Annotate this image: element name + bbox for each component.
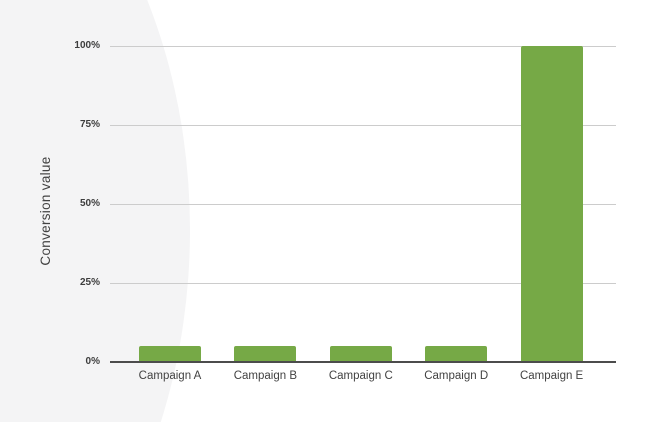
x-label-campaign-d: Campaign D: [424, 370, 489, 382]
bar-campaign-c[interactable]: [329, 346, 392, 362]
y-tick-label-75: 75%: [79, 119, 100, 130]
bar-campaign-a[interactable]: [139, 346, 201, 362]
bar-campaign-e[interactable]: [520, 46, 583, 362]
x-label-campaign-e: Campaign E: [519, 370, 584, 382]
gridline-50: [110, 203, 616, 205]
bar-campaign-b[interactable]: [234, 346, 297, 362]
gridline-25: [110, 282, 616, 284]
y-tick-label-25: 25%: [79, 277, 100, 288]
x-label-campaign-a: Campaign A: [138, 370, 202, 382]
x-label-campaign-b: Campaign B: [233, 370, 298, 382]
gridline-75: [110, 124, 616, 126]
x-axis-line: [110, 361, 616, 363]
y-tick-label-100: 100%: [74, 40, 100, 51]
bar-campaign-d[interactable]: [425, 346, 488, 362]
y-tick-label-0: 0%: [85, 356, 100, 367]
y-tick-label-50: 50%: [79, 198, 100, 209]
gridline-100: [110, 45, 616, 47]
x-label-campaign-c: Campaign C: [328, 370, 393, 382]
